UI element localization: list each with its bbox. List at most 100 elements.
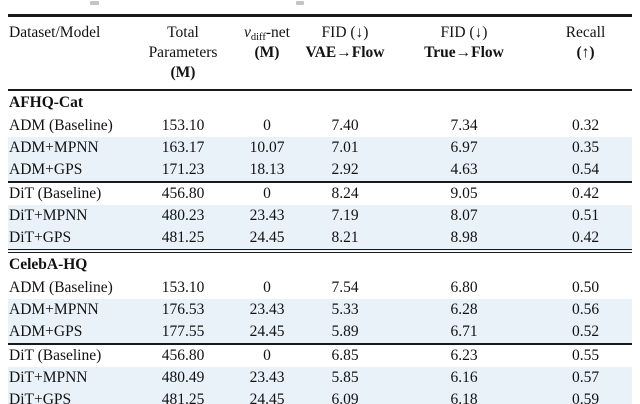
cell-model: ADM+MPNN: [9, 301, 99, 318]
cell-fid-vae-flow: 6.09: [331, 391, 359, 404]
total-params-unit: (M): [170, 64, 196, 81]
recall-arrow: (↑): [576, 44, 595, 61]
cell-recall: 0.59: [571, 391, 600, 404]
cell-fid-vae-flow: 8.24: [331, 185, 359, 202]
cell-fid-true-flow: 8.98: [450, 229, 478, 246]
vdiff-subscript: diff: [250, 32, 266, 43]
cell-fid-vae-flow: 7.40: [331, 117, 359, 134]
cell-fid-vae-flow: 5.89: [331, 323, 359, 340]
table-row: DiT+GPS 481.25 24.45 8.21 8.98 0.42: [8, 227, 632, 251]
vdiff-var: v: [244, 24, 251, 41]
cell-vdiff-net: 24.45: [249, 391, 285, 404]
cell-recall: 0.57: [571, 369, 600, 386]
cell-vdiff-net: 23.43: [249, 301, 285, 318]
cell-recall: 0.35: [571, 139, 600, 156]
cell-model: ADM+GPS: [9, 323, 83, 340]
cell-fid-true-flow: 6.23: [450, 347, 478, 364]
col-header-total-params: Total Parameters (M): [133, 16, 233, 91]
cell-fid-vae-flow: 6.85: [331, 347, 359, 364]
cell-total-params: 177.55: [161, 323, 205, 340]
cell-fid-true-flow: 8.07: [450, 207, 478, 224]
vdiff-unit: (M): [254, 44, 280, 61]
table-row: ADM+MPNN 163.17 10.07 7.01 6.97 0.35: [8, 137, 632, 159]
vdiff-suffix: -net: [265, 24, 290, 41]
cell-total-params: 456.80: [161, 185, 205, 202]
cell-fid-vae-flow: 7.01: [331, 139, 359, 156]
col-header-recall: Recall (↑): [539, 16, 632, 91]
cell-fid-vae-flow: 5.33: [331, 301, 359, 318]
cropped-caption-remnant: [296, 1, 304, 5]
cell-model: DiT+GPS: [9, 229, 72, 246]
cell-total-params: 480.23: [161, 207, 205, 224]
cell-recall: 0.42: [571, 229, 600, 246]
table-header: Dataset/Model Total Parameters (M) vdiff…: [8, 16, 632, 91]
fid-vae-sublabel: VAE→Flow: [305, 44, 385, 61]
cell-fid-true-flow: 7.34: [450, 117, 478, 134]
cell-recall: 0.51: [571, 207, 600, 224]
col-header-vdiff-net: vdiff-net (M): [233, 16, 301, 91]
vdiff-net-label: vdiff-net: [233, 23, 301, 43]
table-row: ADM (Baseline) 153.10 0 7.54 6.80 0.50: [8, 277, 632, 299]
cell-recall: 0.52: [571, 323, 600, 340]
cell-fid-true-flow: 9.05: [450, 185, 478, 202]
cell-recall: 0.50: [571, 279, 600, 296]
section-title: AFHQ-Cat: [9, 94, 84, 111]
dataset-model-label: Dataset/Model: [9, 24, 101, 41]
cell-vdiff-net: 18.13: [249, 161, 285, 178]
cell-recall: 0.56: [571, 301, 600, 318]
col-header-fid-vae-flow: FID (↓) VAE→Flow: [301, 16, 389, 91]
cell-model: ADM (Baseline): [9, 117, 113, 134]
table-row: DiT+MPNN 480.23 23.43 7.19 8.07 0.51: [8, 205, 632, 227]
table-row: ADM (Baseline) 153.10 0 7.40 7.34 0.32: [8, 115, 632, 137]
table-row: ADM+MPNN 176.53 23.43 5.33 6.28 0.56: [8, 299, 632, 321]
section-header-celeba-hq: CelebA-HQ: [8, 251, 632, 277]
table-row: ADM+GPS 171.23 18.13 2.92 4.63 0.54: [8, 159, 632, 182]
cell-vdiff-net: 0: [263, 279, 271, 296]
cell-fid-vae-flow: 7.54: [331, 279, 359, 296]
cell-total-params: 176.53: [161, 301, 205, 318]
cell-recall: 0.42: [571, 185, 600, 202]
cell-total-params: 480.49: [161, 369, 205, 386]
cell-total-params: 153.10: [161, 279, 205, 296]
cell-vdiff-net: 23.43: [249, 207, 285, 224]
table-row: DiT+GPS 481.25 24.45 6.09 6.18 0.59: [8, 389, 632, 404]
cell-vdiff-net: 24.45: [249, 229, 285, 246]
cell-total-params: 456.80: [161, 347, 205, 364]
cell-fid-true-flow: 6.80: [450, 279, 478, 296]
cell-fid-true-flow: 4.63: [450, 161, 478, 178]
section-header-afhq-cat: AFHQ-Cat: [8, 90, 632, 115]
cropped-caption-remnant: [90, 1, 99, 5]
fid-true-label: FID (↓): [440, 24, 488, 41]
cell-fid-vae-flow: 5.85: [331, 369, 359, 386]
cell-total-params: 153.10: [161, 117, 205, 134]
cell-vdiff-net: 0: [263, 117, 271, 134]
table-row: ADM+GPS 177.55 24.45 5.89 6.71 0.52: [8, 321, 632, 344]
col-header-fid-true-flow: FID (↓) True→Flow: [389, 16, 539, 91]
cell-fid-vae-flow: 7.19: [331, 207, 359, 224]
table-row: DiT (Baseline) 456.80 0 8.24 9.05 0.42: [8, 182, 632, 205]
cell-total-params: 481.25: [161, 391, 205, 404]
cell-recall: 0.54: [571, 161, 600, 178]
cell-model: DiT+MPNN: [9, 207, 88, 224]
cell-model: DiT (Baseline): [9, 347, 102, 364]
cell-total-params: 481.25: [161, 229, 205, 246]
cell-vdiff-net: 24.45: [249, 323, 285, 340]
cell-vdiff-net: 0: [263, 347, 271, 364]
cell-total-params: 163.17: [161, 139, 205, 156]
header-row: Dataset/Model Total Parameters (M) vdiff…: [8, 16, 632, 91]
cell-fid-true-flow: 6.97: [450, 139, 478, 156]
cell-vdiff-net: 23.43: [249, 369, 285, 386]
cell-model: DiT+GPS: [9, 391, 72, 404]
cell-model: DiT (Baseline): [9, 185, 102, 202]
cell-recall: 0.55: [571, 347, 600, 364]
total-params-label: Total Parameters: [148, 24, 218, 61]
table-row: DiT+MPNN 480.49 23.43 5.85 6.16 0.57: [8, 367, 632, 389]
cell-total-params: 171.23: [161, 161, 205, 178]
cell-fid-vae-flow: 2.92: [331, 161, 359, 178]
section-title: CelebA-HQ: [9, 256, 88, 273]
cell-vdiff-net: 10.07: [249, 139, 285, 156]
cell-recall: 0.32: [571, 117, 600, 134]
table-row: DiT (Baseline) 456.80 0 6.85 6.23 0.55: [8, 344, 632, 367]
cell-model: ADM (Baseline): [9, 279, 113, 296]
